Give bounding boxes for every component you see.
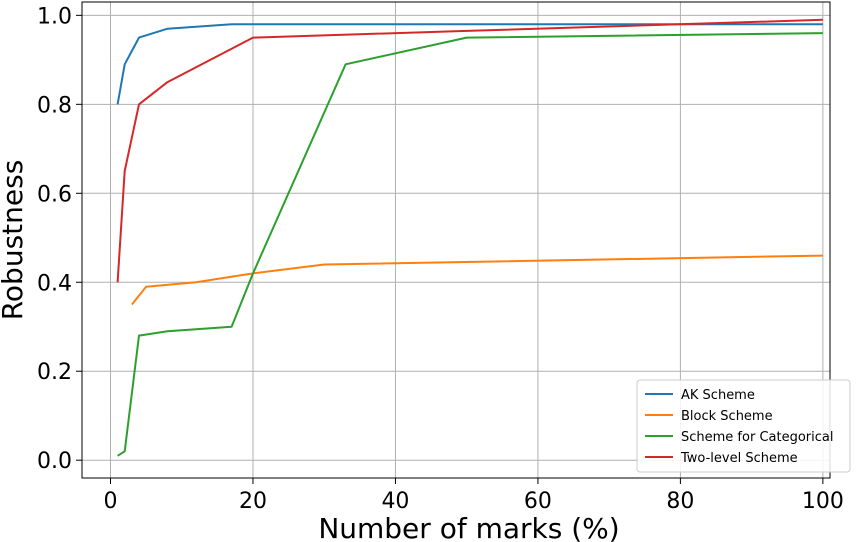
y-tick-label: 0.6 [37,182,72,207]
legend: AK Scheme Block Scheme Scheme for Categori… [636,379,851,473]
series-line-ak-scheme [116,23,823,105]
legend-label: Block Scheme [681,409,773,424]
y-tick-label: 0.8 [37,93,72,118]
legend-label: Scheme for Categorical [681,430,833,445]
y-tick-label: 0.4 [37,271,72,296]
legend-label: Two-level Scheme [680,451,798,466]
x-axis-title: Number of marks (%) [318,512,619,542]
series-line-block-scheme [131,254,823,306]
x-tick-label: 20 [239,489,267,514]
x-tick-label: 0 [103,489,117,514]
legend-box [636,379,851,473]
y-tick-label: 1.0 [37,4,72,29]
plot-frame [81,1,831,479]
x-tick-label: 40 [381,489,409,514]
axis-ticks: 0 20 40 60 80 100 0.0 0.2 0.4 0.6 0.8 1.0 [37,4,844,514]
x-tick-label: 80 [666,489,694,514]
y-axis-title: Robustness [0,160,29,321]
legend-label: AK Scheme [681,388,755,403]
series-line-scheme-for-categorical [117,32,823,457]
series-line-two-level-scheme [116,18,823,283]
y-tick-label: 0.0 [37,449,72,474]
grid-lines [82,2,830,478]
x-tick-label: 60 [524,489,552,514]
y-tick-label: 0.2 [37,360,72,385]
x-tick-label: 100 [802,489,844,514]
series-lines [116,18,823,457]
